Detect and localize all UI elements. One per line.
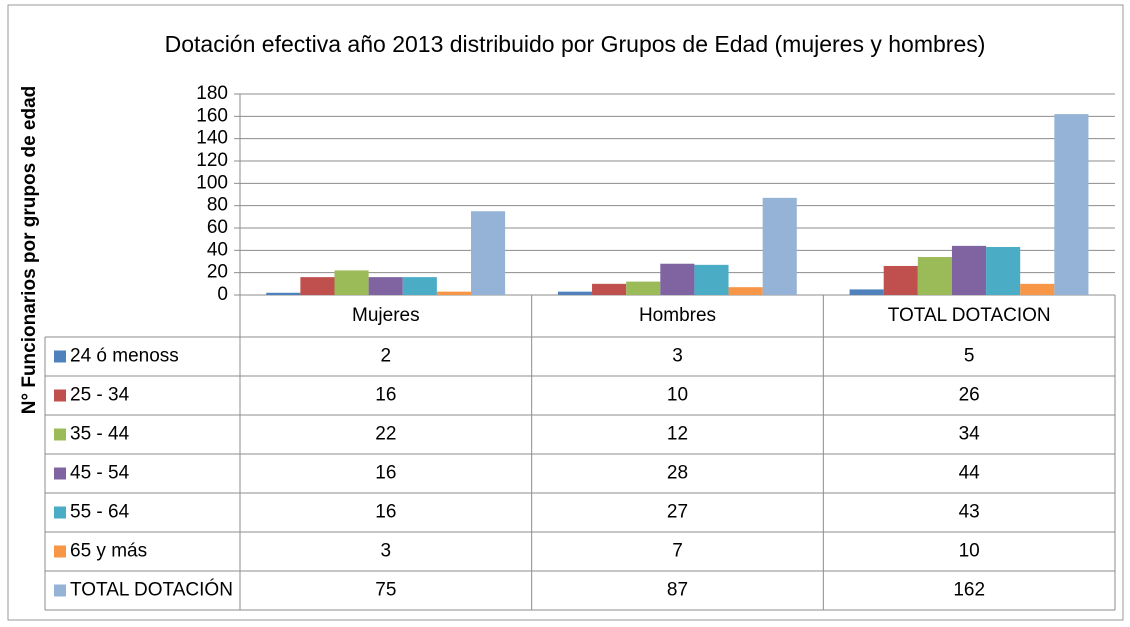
legend-key bbox=[54, 428, 66, 441]
x-tick-label: Hombres bbox=[639, 305, 716, 326]
table-value: 75 bbox=[375, 580, 396, 601]
table-value: 27 bbox=[667, 502, 688, 523]
y-tick-label: 140 bbox=[196, 128, 228, 149]
bar bbox=[728, 287, 763, 295]
bar bbox=[694, 264, 729, 295]
y-tick-label: 0 bbox=[217, 284, 228, 305]
legend-key bbox=[54, 506, 66, 519]
table-value: 87 bbox=[667, 580, 688, 601]
y-tick-label: 160 bbox=[196, 105, 228, 126]
y-tick-label: 80 bbox=[207, 195, 228, 216]
table-value: 3 bbox=[381, 541, 392, 562]
x-tick-label: Mujeres bbox=[352, 305, 420, 326]
table-value: 16 bbox=[375, 463, 396, 484]
y-tick-label: 40 bbox=[207, 239, 228, 260]
table-value: 43 bbox=[959, 502, 980, 523]
bar bbox=[266, 292, 301, 295]
bar bbox=[334, 270, 369, 295]
table-value: 5 bbox=[964, 346, 975, 367]
table-value: 34 bbox=[959, 424, 981, 445]
legend-key bbox=[54, 584, 66, 597]
bar bbox=[557, 291, 593, 295]
legend-key bbox=[54, 545, 66, 558]
table-value: 26 bbox=[959, 385, 980, 406]
frame bbox=[7, 4, 1124, 621]
bar bbox=[917, 257, 952, 295]
y-tick-label: 60 bbox=[207, 217, 228, 238]
bar bbox=[402, 277, 437, 295]
bar bbox=[883, 265, 918, 295]
y-tick-label: 180 bbox=[196, 83, 228, 104]
legend-key bbox=[54, 350, 66, 363]
bar bbox=[368, 277, 403, 295]
legend-label: 55 - 64 bbox=[70, 502, 130, 523]
table-value: 10 bbox=[959, 541, 980, 562]
table-value: 16 bbox=[375, 385, 396, 406]
table-value: 7 bbox=[672, 541, 683, 562]
table-value: 28 bbox=[667, 463, 688, 484]
bar bbox=[849, 289, 884, 295]
bar bbox=[1054, 114, 1089, 295]
y-tick-label: 100 bbox=[196, 172, 228, 193]
y-tick-label: 120 bbox=[196, 150, 228, 171]
bar bbox=[660, 263, 695, 295]
legend-key bbox=[54, 467, 66, 480]
legend-label: 35 - 44 bbox=[70, 424, 130, 445]
y-axis-title: N° Funcionarios por grupos de edad bbox=[19, 86, 40, 415]
bar bbox=[1020, 283, 1055, 295]
table-value: 22 bbox=[375, 424, 396, 445]
legend-label: 45 - 54 bbox=[70, 463, 130, 484]
legend-key bbox=[54, 389, 66, 402]
table-value: 12 bbox=[667, 424, 688, 445]
x-tick-label: TOTAL DOTACION bbox=[888, 305, 1051, 326]
table-value: 16 bbox=[375, 502, 396, 523]
legend-label: 25 - 34 bbox=[70, 385, 130, 406]
legend-label: TOTAL DOTACIÓN bbox=[70, 579, 233, 601]
bar bbox=[986, 246, 1021, 295]
table-value: 162 bbox=[953, 580, 985, 601]
legend-label: 65 y más bbox=[70, 541, 147, 562]
y-tick-label: 20 bbox=[207, 262, 228, 283]
bar bbox=[626, 281, 661, 295]
bar bbox=[471, 211, 506, 295]
legend-label: 24 ó menoss bbox=[70, 346, 179, 367]
bar bbox=[951, 245, 987, 295]
table-value: 3 bbox=[672, 346, 683, 367]
bar bbox=[300, 277, 335, 295]
bar bbox=[436, 291, 471, 295]
table-value: 44 bbox=[959, 463, 981, 484]
table-value: 2 bbox=[381, 346, 392, 367]
bar bbox=[592, 283, 627, 295]
bar bbox=[762, 197, 797, 295]
chart-title: Dotación efectiva año 2013 distribuido p… bbox=[165, 31, 986, 57]
table-value: 10 bbox=[667, 385, 688, 406]
